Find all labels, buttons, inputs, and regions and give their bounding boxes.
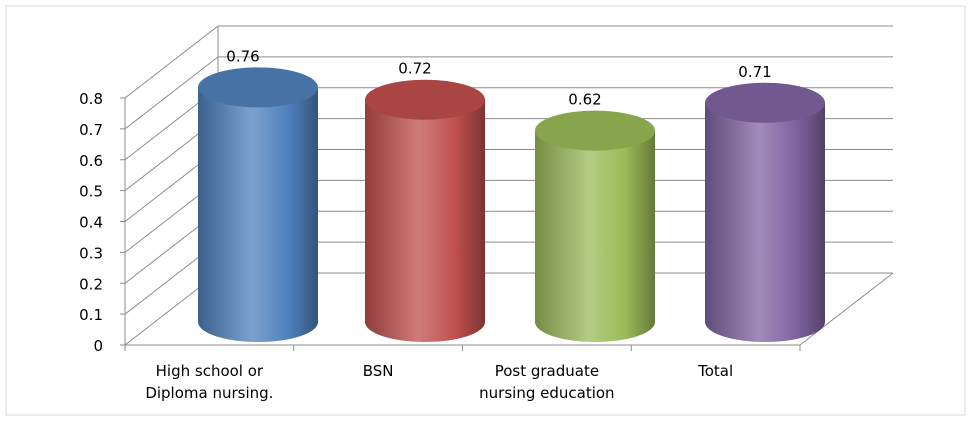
floor-edge	[799, 272, 894, 346]
category-label: High school or	[156, 362, 264, 380]
side-gridline	[124, 25, 219, 99]
category-label: Total	[697, 362, 733, 380]
bar-body	[705, 102, 825, 342]
data-label: 0.72	[398, 60, 431, 78]
bar-top	[535, 110, 655, 151]
bar	[705, 82, 825, 342]
y-tick-label: 0.3	[79, 244, 103, 262]
data-label: 0.76	[226, 47, 259, 65]
category-labels: High school or Diploma nursing. BSN Post gr…	[145, 362, 733, 402]
category-label: BSN	[363, 362, 394, 380]
data-label: 0.62	[568, 91, 601, 109]
side-gridline	[124, 56, 219, 130]
bar-top	[705, 82, 825, 123]
bar-body	[365, 99, 485, 342]
y-tick-label: 0.8	[79, 90, 103, 108]
y-tick-label: 0.5	[79, 183, 103, 201]
bar	[535, 110, 655, 342]
bar-body	[535, 130, 655, 342]
y-tick-label: 0	[93, 337, 103, 355]
data-labels: 0.76 0.72 0.62 0.71	[226, 47, 771, 108]
category-label: Post graduate	[495, 362, 599, 380]
y-tick-label: 0.7	[79, 121, 103, 139]
bar-top	[198, 67, 318, 108]
y-tick-label: 0.6	[79, 152, 103, 170]
bars	[198, 67, 825, 342]
axes	[120, 97, 801, 351]
y-tick-labels: 0 0.1 0.2 0.3 0.4 0.5 0.6 0.7 0.8	[79, 90, 103, 355]
y-tick-label: 0.4	[79, 214, 103, 232]
bar-top	[365, 79, 485, 120]
bar	[365, 79, 485, 342]
bar	[198, 67, 318, 342]
data-label: 0.71	[738, 63, 771, 81]
chart-border	[5, 5, 966, 416]
y-tick-label: 0.2	[79, 275, 103, 293]
y-tick-label: 0.1	[79, 306, 103, 324]
category-label: nursing education	[479, 384, 614, 402]
bar-body	[198, 87, 318, 342]
category-label: Diploma nursing.	[145, 384, 273, 402]
